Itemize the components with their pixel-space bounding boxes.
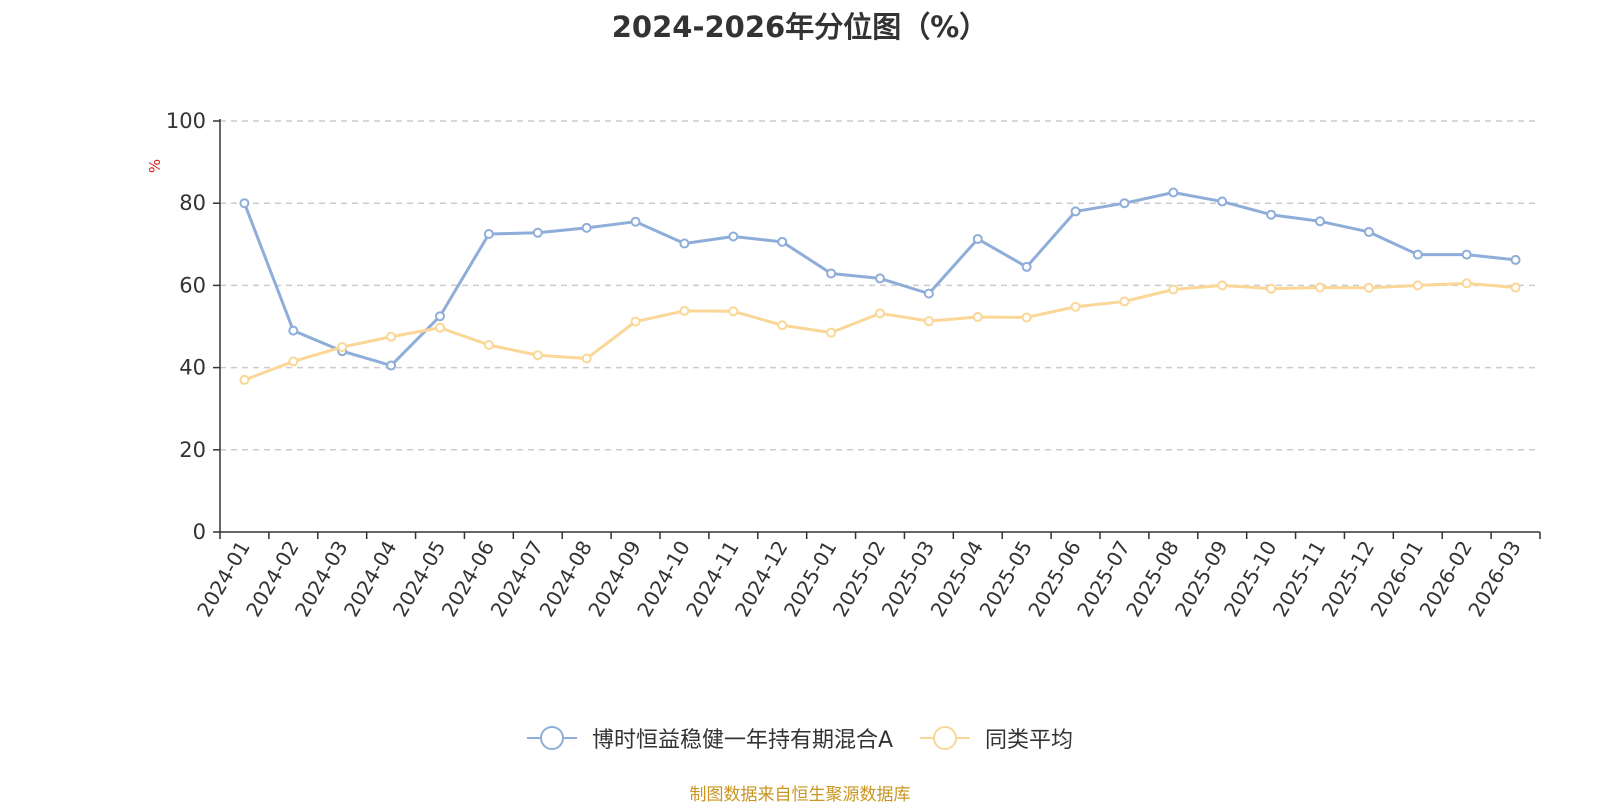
data-point-series-1[interactable] xyxy=(1363,282,1374,293)
data-point-series-1[interactable] xyxy=(386,331,397,342)
data-point-series-1[interactable] xyxy=(923,316,934,327)
data-point-series-0[interactable] xyxy=(875,273,885,284)
data-point-series-0[interactable] xyxy=(1119,198,1130,209)
data-point-series-0[interactable] xyxy=(777,236,788,247)
chart-title: 2024-2026年分位图（%） xyxy=(611,10,989,44)
data-point-series-1[interactable] xyxy=(435,322,445,333)
data-point-series-1[interactable] xyxy=(1510,282,1521,293)
data-point-series-1[interactable] xyxy=(1021,312,1032,323)
data-point-series-0[interactable] xyxy=(679,238,690,249)
data-point-series-0[interactable] xyxy=(826,268,837,279)
y-tick-label: 80 xyxy=(179,191,206,215)
legend: 博时恒益稳健一年持有期混合A 同类平均 xyxy=(0,722,1600,754)
data-point-series-1[interactable] xyxy=(826,327,837,338)
data-point-series-0[interactable] xyxy=(435,311,445,322)
data-point-series-0[interactable] xyxy=(1412,249,1423,260)
data-point-series-1[interactable] xyxy=(875,308,885,319)
legend-item-fund[interactable]: 博时恒益稳健一年持有期混合A xyxy=(526,722,894,754)
legend-item-peer-average[interactable]: 同类平均 xyxy=(920,722,1073,754)
data-point-series-1[interactable] xyxy=(679,305,690,316)
data-point-series-0[interactable] xyxy=(630,216,641,227)
data-point-series-1[interactable] xyxy=(1217,280,1228,291)
data-point-series-1[interactable] xyxy=(288,356,299,367)
data-source-note: 制图数据来自恒生聚源数据库 xyxy=(689,785,911,805)
data-point-series-1[interactable] xyxy=(483,339,494,350)
data-point-series-1[interactable] xyxy=(630,316,641,327)
data-point-series-1[interactable] xyxy=(239,374,250,385)
data-point-series-0[interactable] xyxy=(1217,196,1228,207)
y-tick-label: 20 xyxy=(179,438,206,462)
data-point-series-1[interactable] xyxy=(1461,278,1472,289)
data-point-series-0[interactable] xyxy=(1461,249,1472,260)
y-tick-label: 60 xyxy=(179,273,206,297)
data-point-series-0[interactable] xyxy=(1315,216,1325,227)
data-point-series-0[interactable] xyxy=(532,227,543,238)
legend-label-peer-average: 同类平均 xyxy=(985,728,1074,753)
data-point-series-1[interactable] xyxy=(1266,283,1277,294)
data-point-series-0[interactable] xyxy=(1070,206,1081,217)
data-point-series-0[interactable] xyxy=(972,233,983,244)
y-tick-label: 40 xyxy=(179,356,206,380)
data-point-series-0[interactable] xyxy=(581,222,592,233)
legend-marker-fund-icon xyxy=(526,726,577,750)
data-point-series-1[interactable] xyxy=(1315,282,1325,293)
data-point-series-1[interactable] xyxy=(1119,296,1130,307)
legend-label-fund: 博时恒益稳健一年持有期混合A xyxy=(591,728,894,753)
y-tick-label: 0 xyxy=(193,520,206,544)
y-axis-unit-label: % xyxy=(146,159,164,173)
data-point-series-1[interactable] xyxy=(728,306,739,317)
data-point-series-0[interactable] xyxy=(923,288,934,299)
data-point-series-0[interactable] xyxy=(728,231,739,242)
data-point-series-0[interactable] xyxy=(483,229,494,240)
data-point-series-1[interactable] xyxy=(1168,284,1179,295)
data-point-series-0[interactable] xyxy=(1168,187,1179,198)
data-point-series-0[interactable] xyxy=(1510,254,1521,265)
series-lines xyxy=(239,187,1521,385)
data-point-series-1[interactable] xyxy=(337,342,348,353)
data-point-series-1[interactable] xyxy=(532,350,543,361)
data-point-series-0[interactable] xyxy=(386,360,397,371)
data-point-series-0[interactable] xyxy=(288,325,299,336)
legend-marker-peer-average-icon xyxy=(920,726,971,750)
data-point-series-1[interactable] xyxy=(777,320,788,331)
data-point-series-0[interactable] xyxy=(1363,226,1374,237)
data-point-series-0[interactable] xyxy=(239,198,250,209)
gridlines xyxy=(220,120,1540,451)
series-line-1 xyxy=(243,281,1516,382)
data-point-series-0[interactable] xyxy=(1266,209,1277,220)
data-point-series-0[interactable] xyxy=(1021,261,1032,272)
data-point-series-1[interactable] xyxy=(1412,280,1423,291)
data-point-series-1[interactable] xyxy=(1070,301,1081,312)
y-tick-label: 100 xyxy=(166,109,206,133)
data-point-series-1[interactable] xyxy=(972,312,983,323)
axes: 0204060801002024-012024-022024-032024-04… xyxy=(166,109,1541,621)
data-point-series-1[interactable] xyxy=(581,353,592,364)
